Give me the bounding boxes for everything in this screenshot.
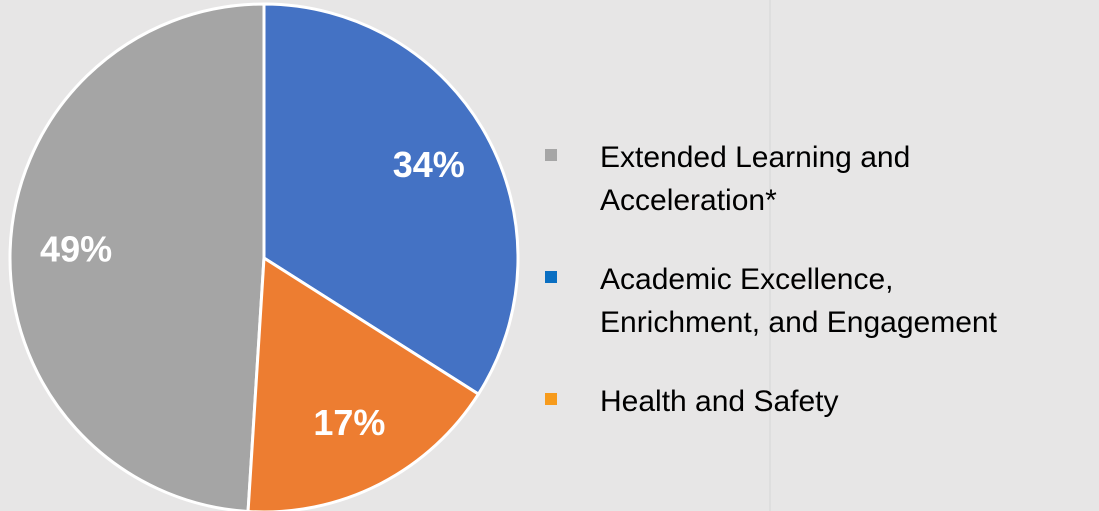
legend-label: Academic Excellence, xyxy=(600,263,893,296)
legend-label: Extended Learning and xyxy=(600,141,910,174)
legend-label: Enrichment, and Engagement xyxy=(600,306,998,339)
legend-label: Health and Safety xyxy=(600,385,839,418)
legend-label: Acceleration* xyxy=(600,184,777,217)
pie-slice xyxy=(8,2,266,511)
value-label: 17% xyxy=(313,402,385,443)
value-label: 49% xyxy=(40,229,112,270)
legend-marker xyxy=(545,393,557,405)
legend-marker xyxy=(545,271,557,283)
value-label: 34% xyxy=(393,144,465,185)
pie-slice xyxy=(246,255,481,511)
legend-marker xyxy=(545,149,557,161)
